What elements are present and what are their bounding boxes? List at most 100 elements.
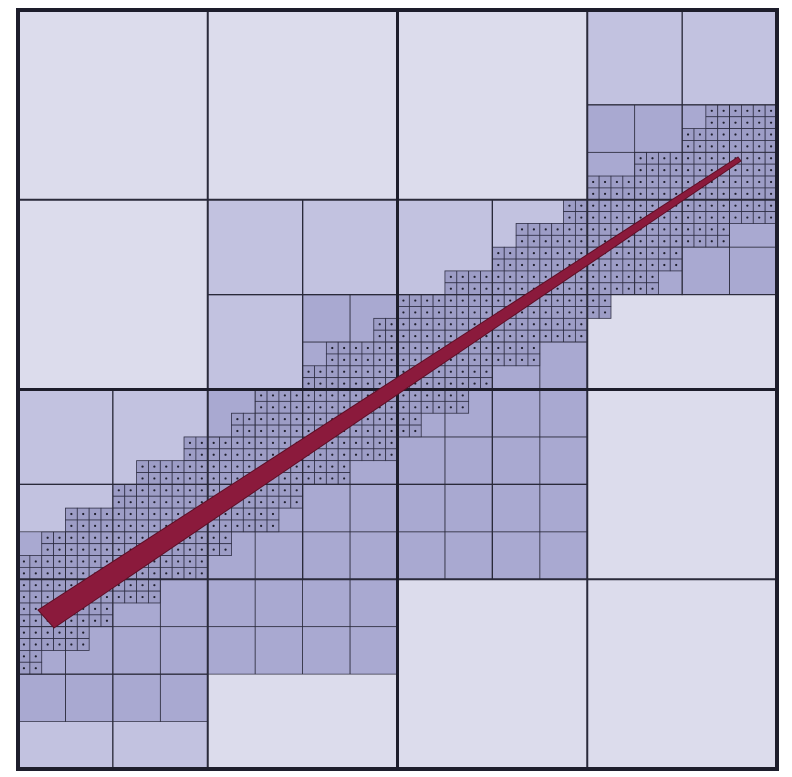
fine-cell-node [70, 631, 73, 634]
fine-cell-node [532, 358, 535, 361]
fine-cell-node [354, 370, 358, 373]
fine-cell-node [734, 133, 737, 136]
fine-cell-node [141, 477, 144, 480]
level3-cell [255, 579, 303, 627]
fine-cell-node [580, 204, 583, 207]
fine-cell-node [165, 501, 168, 504]
fine-cell-node [46, 595, 49, 599]
level3-cell [444, 531, 493, 580]
fine-cell-node [603, 204, 607, 207]
fine-cell-node [568, 311, 571, 314]
fine-cell-node [224, 453, 227, 456]
fine-cell-node [615, 204, 618, 207]
fine-cell-node [58, 631, 61, 634]
fine-cell-node [722, 133, 725, 136]
fine-cell-node [520, 228, 524, 231]
fine-cell-node [141, 524, 144, 527]
fine-cell-node [390, 370, 393, 373]
fine-cell-node [331, 382, 334, 385]
fine-cell-node [663, 240, 666, 243]
fine-cell-node [319, 370, 322, 373]
fine-cell-node [354, 429, 358, 433]
level3-cell [492, 531, 540, 580]
fine-cell-node [260, 418, 263, 421]
fine-cell-node [165, 512, 168, 516]
fine-cell-node [509, 335, 512, 338]
fine-cell-node [70, 584, 73, 587]
fine-cell-node [378, 323, 381, 326]
fine-cell-node [260, 453, 263, 456]
fine-cell-node [343, 358, 346, 361]
fine-cell-node [497, 263, 500, 267]
fine-cell-node [603, 180, 607, 184]
fine-cell-node [520, 323, 524, 326]
fine-cell-node [544, 299, 547, 302]
fine-cell-node [105, 619, 109, 622]
fine-cell-node [105, 548, 109, 551]
fine-cell-node [532, 311, 535, 314]
fine-cell-node [390, 429, 393, 433]
fine-cell-node [165, 477, 168, 480]
fine-cell-node [461, 406, 464, 409]
level2-cell [302, 199, 398, 295]
fine-cell-node [473, 287, 476, 290]
fine-cell-node [769, 216, 773, 219]
fine-cell-node [58, 548, 61, 551]
fine-cell-node [414, 394, 417, 397]
level3-cell [587, 104, 635, 153]
fine-cell-node [70, 560, 73, 563]
fine-cell-node [758, 180, 761, 184]
fine-cell-node [153, 465, 156, 468]
level2-cell [682, 10, 777, 105]
fine-cell-node [710, 133, 713, 136]
fine-cell-node [34, 619, 37, 622]
fine-cell-node [485, 346, 488, 350]
fine-cell-node [426, 323, 429, 326]
fine-cell-node [46, 631, 49, 634]
fine-cell-node [769, 192, 773, 195]
fine-cell-node [556, 228, 559, 231]
fine-cell-node [568, 287, 571, 290]
fine-cell-node [651, 180, 654, 184]
fine-cell-node [414, 323, 417, 326]
level3-cell [302, 626, 351, 675]
fine-cell-node [343, 382, 346, 385]
fine-cell-node [212, 548, 215, 551]
fine-cell-node [22, 619, 26, 622]
fine-cell-node [556, 287, 559, 290]
fine-cell-node [461, 287, 464, 290]
fine-cell-node [758, 121, 761, 124]
fine-cell-node [746, 121, 749, 124]
fine-cell-node [402, 429, 405, 433]
fine-cell-node [485, 335, 488, 338]
fine-cell-node [141, 501, 144, 504]
fine-cell-node [698, 133, 702, 136]
level3-cell [539, 436, 588, 485]
fine-cell-node [177, 477, 180, 480]
fine-cell-node [236, 453, 239, 456]
fine-cell-node [769, 157, 773, 160]
fine-cell-node [497, 346, 500, 350]
fine-cell-node [758, 216, 761, 219]
fine-cell-node [390, 453, 393, 456]
fine-cell-node [105, 560, 109, 563]
fine-cell-node [437, 406, 441, 409]
level3-cell [207, 626, 256, 675]
fine-cell-node [283, 489, 286, 492]
fine-cell-node [188, 477, 192, 480]
fine-cell-node [592, 204, 595, 207]
fine-cell-node [722, 109, 725, 112]
fine-cell-node [497, 275, 500, 278]
fine-cell-node [58, 643, 61, 646]
fine-cell-node [271, 524, 275, 527]
fine-cell-node [200, 489, 203, 492]
level3-cell [397, 484, 445, 532]
fine-cell-node [627, 287, 630, 290]
fine-cell-node [461, 275, 464, 278]
fine-cell-node [544, 311, 547, 314]
fine-cell-node [117, 489, 120, 492]
fine-cell-node [615, 180, 618, 184]
fine-cell-node [722, 157, 725, 160]
level3-cell [350, 579, 398, 627]
fine-cell-node [592, 299, 595, 302]
